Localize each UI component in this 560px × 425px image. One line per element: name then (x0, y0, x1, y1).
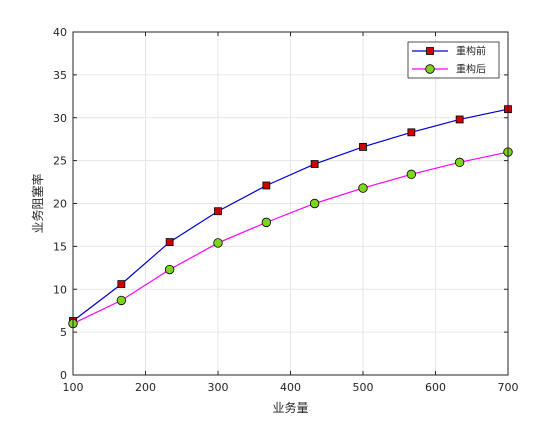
x-tick-label: 100 (63, 381, 84, 394)
data-point (454, 157, 465, 168)
y-tick-label: 40 (53, 26, 67, 39)
y-tick-label: 30 (53, 112, 67, 125)
data-point (261, 217, 272, 228)
y-tick-label: 25 (53, 155, 67, 168)
legend-label-2: 重构后 (456, 63, 486, 76)
data-point (309, 198, 320, 209)
x-tick-label: 200 (135, 381, 156, 394)
data-point (213, 238, 223, 248)
series-line-1 (72, 108, 509, 322)
data-point (262, 181, 271, 190)
data-point (214, 207, 222, 216)
x-tick-label: 600 (425, 381, 446, 394)
y-tick-label: 0 (60, 369, 67, 382)
data-point (165, 238, 174, 246)
series-line-2 (72, 151, 509, 325)
x-axis-label: 业务量 (272, 400, 308, 415)
data-point (455, 115, 464, 124)
legend-label-1: 重构前 (456, 45, 486, 58)
y-tick-label: 20 (53, 198, 67, 211)
y-axis-label: 业务阻塞率 (30, 173, 45, 233)
x-tick-label: 500 (353, 381, 374, 394)
x-tick-label: 700 (498, 381, 519, 394)
x-tick-label: 400 (280, 381, 301, 394)
data-point (358, 183, 368, 193)
y-tick-label: 10 (53, 283, 67, 296)
ticks: 100 200 300 400 500 600 700 0 5 10 15 20 25 30 35 40 (53, 26, 519, 394)
legend-marker-1 (426, 47, 434, 55)
legend-marker-2 (425, 64, 435, 74)
data-point (164, 264, 175, 275)
data-point (116, 295, 127, 306)
data-point (407, 128, 416, 137)
data-point (117, 280, 126, 289)
y-tick-label: 35 (53, 69, 67, 82)
x-tick-label: 300 (208, 381, 229, 394)
legend-box (407, 41, 500, 79)
data-point (406, 169, 417, 180)
y-tick-label: 5 (60, 326, 67, 339)
data-point (310, 160, 319, 168)
y-tick-label: 15 (53, 240, 67, 253)
data-point (359, 143, 367, 151)
